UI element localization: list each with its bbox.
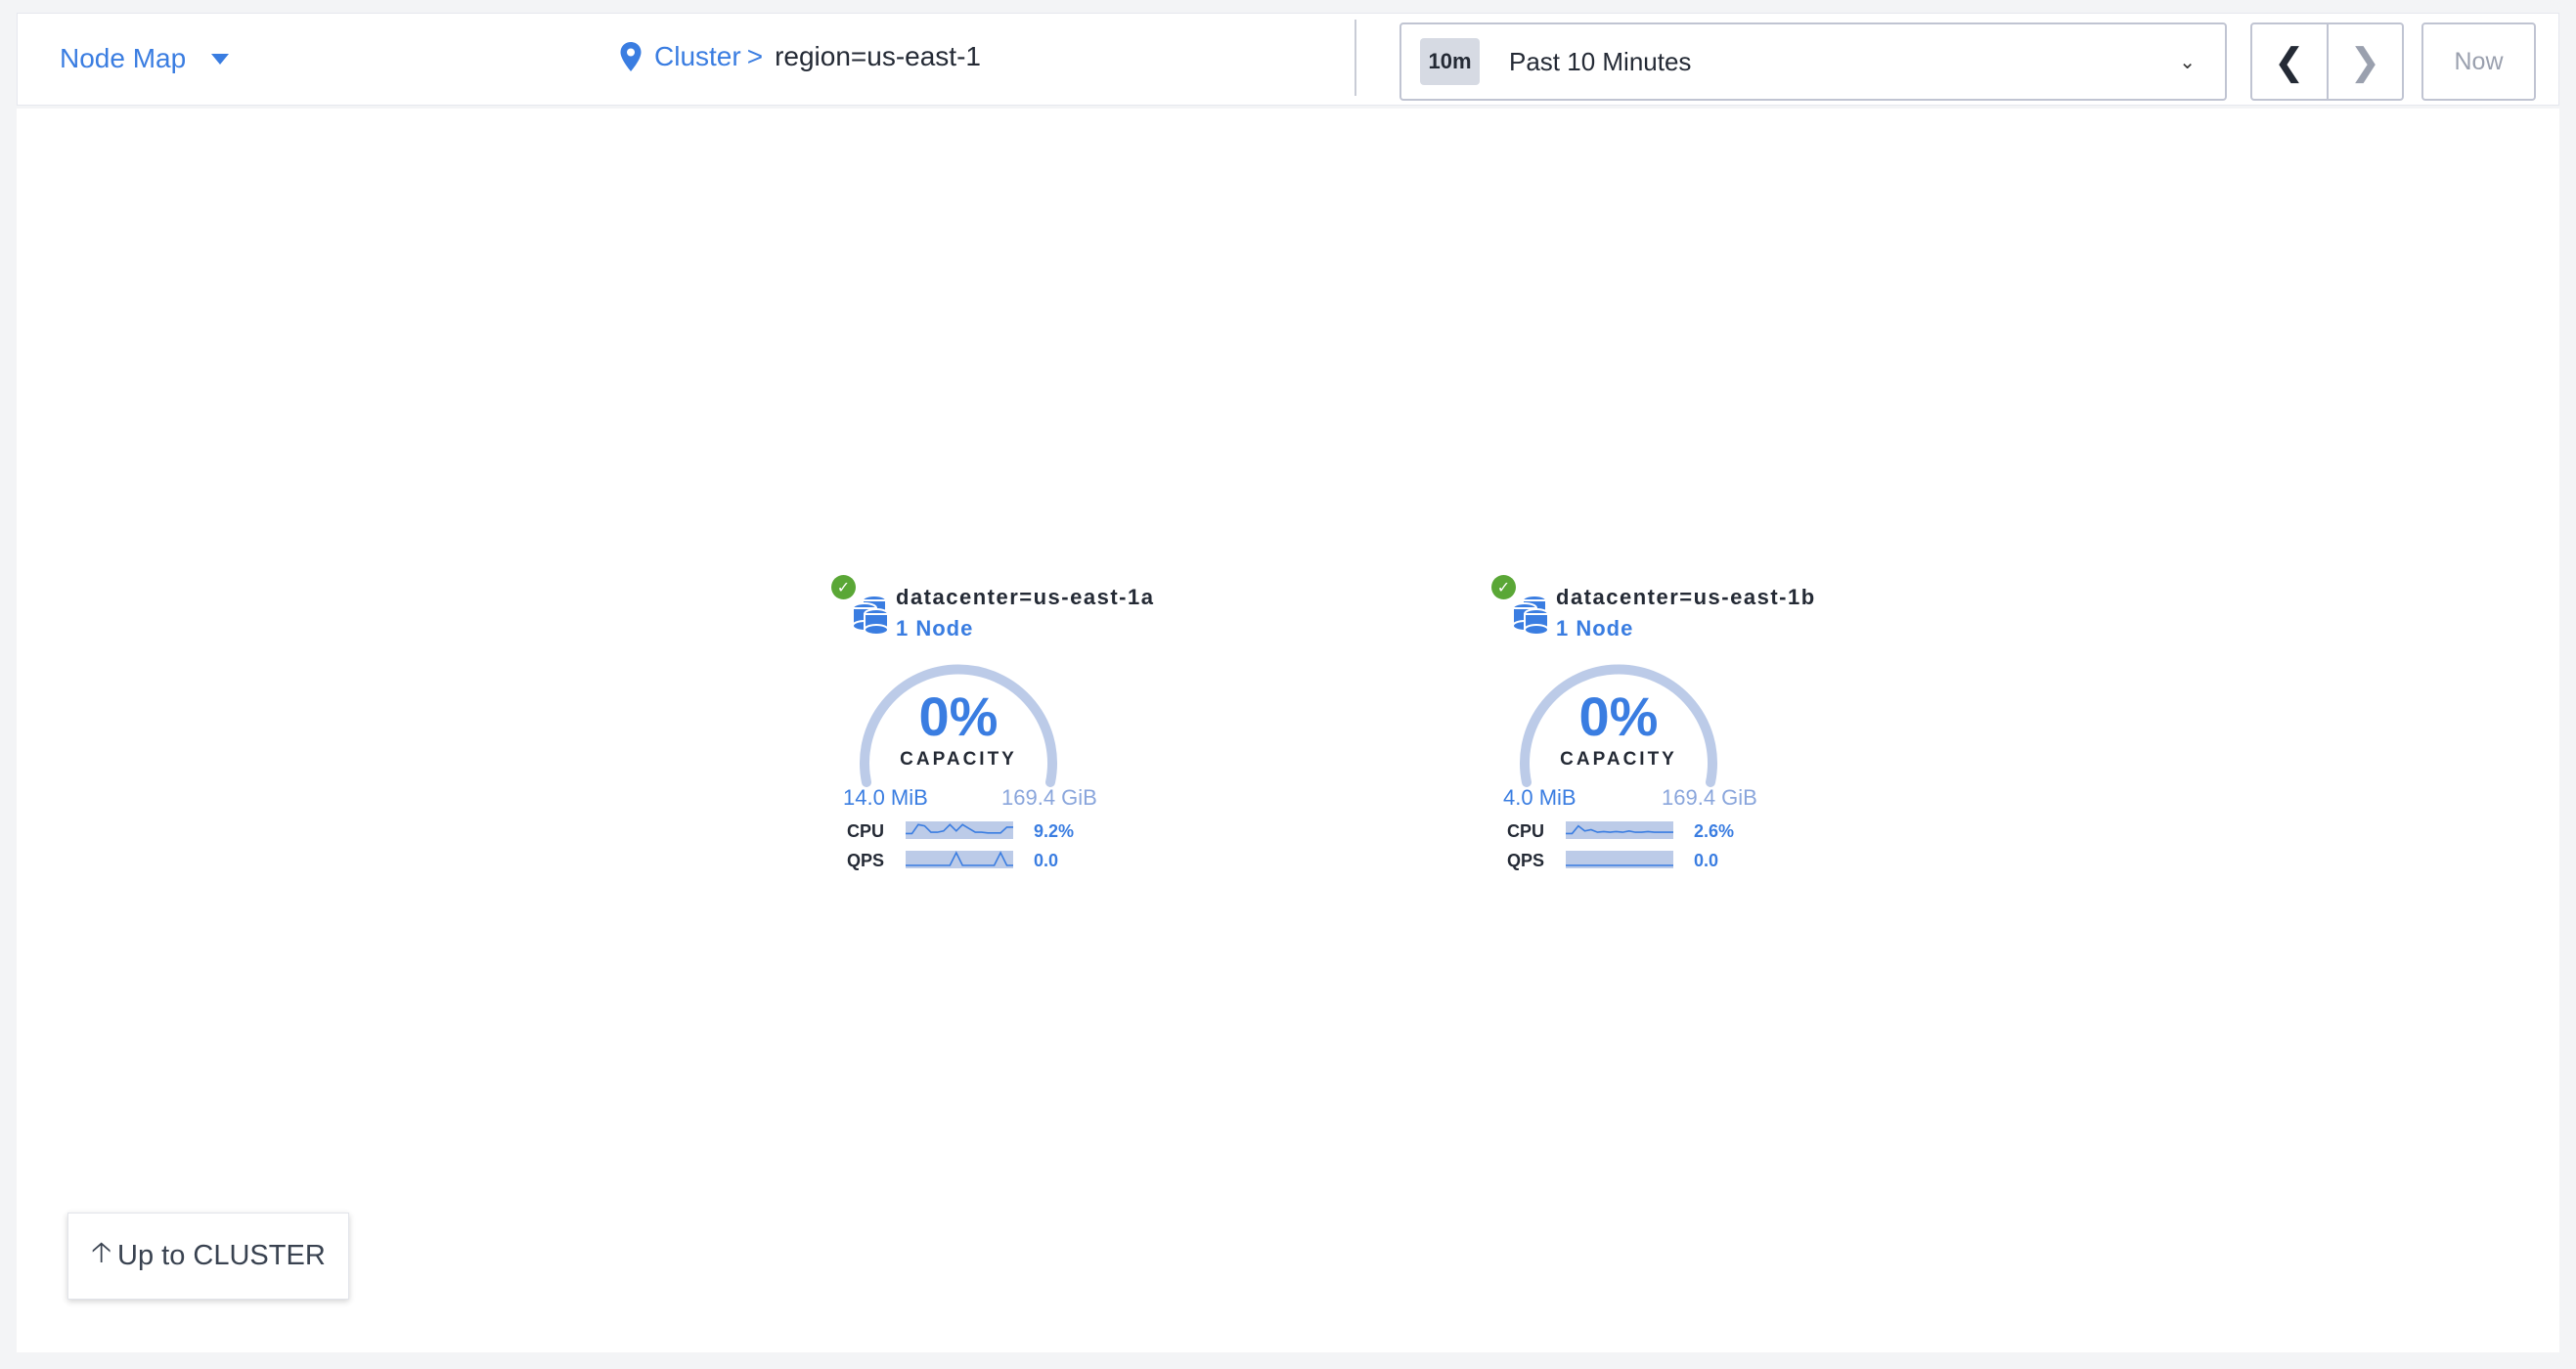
qps-label: QPS (847, 851, 885, 870)
sparkline-line (1566, 824, 1673, 835)
time-nav-buttons: ❮ ❯ (2250, 22, 2404, 101)
capacity-label: CAPACITY (1560, 749, 1677, 770)
chevron-left-icon: ❮ (2273, 41, 2305, 83)
up-to-cluster-button[interactable]: 🡡 Up to CLUSTER (67, 1213, 349, 1300)
breadcrumb: Cluster > region=us-east-1 (619, 41, 981, 72)
capacity-percent: 0% (1578, 685, 1659, 747)
total-capacity: 169.4 GiB (1001, 785, 1097, 810)
sparkline-line (906, 851, 1013, 866)
qps-sparkline (906, 851, 1013, 868)
view-selector-dropdown[interactable]: Node Map (60, 43, 230, 74)
used-capacity: 4.0 MiB (1503, 785, 1577, 810)
breadcrumb-current: region=us-east-1 (775, 41, 981, 71)
healthy-check-icon: ✓ (831, 575, 856, 599)
database-icon (852, 595, 889, 636)
node-map-canvas: ✓ datacenter=us-east-1a 1 Node 0% CAPACI… (17, 109, 2559, 1352)
capacity-gauge: 0% CAPACITY (831, 643, 1086, 819)
sparkline-background (1566, 851, 1673, 868)
qps-value: 0.0 (1694, 851, 1719, 870)
caret-down-icon (211, 53, 230, 65)
cpu-value: 2.6% (1694, 821, 1735, 841)
cpu-sparkline (906, 821, 1013, 839)
qps-sparkline (1566, 851, 1673, 868)
chevron-down-icon: ⌄ (2179, 51, 2196, 73)
breadcrumb-separator: > (746, 41, 764, 71)
header-divider (1355, 20, 1356, 96)
arrow-up-icon: 🡡 (91, 1237, 112, 1268)
used-capacity: 14.0 MiB (843, 785, 928, 810)
gauge-arc (860, 664, 1057, 787)
capacity-label: CAPACITY (900, 749, 1017, 770)
node-count[interactable]: 1 Node (896, 616, 974, 640)
cpu-value: 9.2% (1034, 821, 1075, 841)
qps-value: 0.0 (1034, 851, 1059, 870)
capacity-percent: 0% (918, 685, 999, 747)
gauge-arc (1520, 664, 1717, 787)
cpu-label: CPU (847, 821, 885, 841)
sparkline-line (906, 823, 1013, 835)
previous-time-button[interactable]: ❮ (2252, 24, 2329, 99)
datacenter-name[interactable]: datacenter=us-east-1b (1556, 585, 1816, 609)
capacity-gauge: 0% CAPACITY (1491, 643, 1746, 819)
time-range-badge: 10m (1420, 38, 1480, 85)
chevron-right-icon: ❯ (2349, 41, 2381, 83)
breadcrumb-cluster-link[interactable]: Cluster (654, 41, 741, 71)
sparkline-background (906, 821, 1013, 839)
datacenter-name[interactable]: datacenter=us-east-1a (896, 585, 1155, 609)
node-count[interactable]: 1 Node (1556, 616, 1634, 640)
now-button[interactable]: Now (2421, 22, 2536, 101)
healthy-check-icon: ✓ (1491, 575, 1516, 599)
qps-label: QPS (1507, 851, 1545, 870)
time-range-label: Past 10 Minutes (1509, 46, 1692, 76)
time-range-select[interactable]: 10m Past 10 Minutes ⌄ (1399, 22, 2227, 101)
top-bar: Node Map Cluster > region=us-east-1 10m … (17, 13, 2559, 106)
datacenter-card[interactable]: ✓ datacenter=us-east-1b 1 Node 0% CAPACI… (1491, 575, 1883, 888)
sparkline-background (1566, 821, 1673, 839)
next-time-button[interactable]: ❯ (2329, 24, 2403, 99)
datacenter-card[interactable]: ✓ datacenter=us-east-1a 1 Node 0% CAPACI… (831, 575, 1222, 888)
up-to-cluster-label: Up to CLUSTER (117, 1240, 326, 1271)
cpu-label: CPU (1507, 821, 1545, 841)
database-icon (1512, 595, 1549, 636)
total-capacity: 169.4 GiB (1662, 785, 1757, 810)
view-selector-label: Node Map (60, 43, 187, 73)
map-pin-icon (620, 42, 642, 71)
cpu-sparkline (1566, 821, 1673, 839)
